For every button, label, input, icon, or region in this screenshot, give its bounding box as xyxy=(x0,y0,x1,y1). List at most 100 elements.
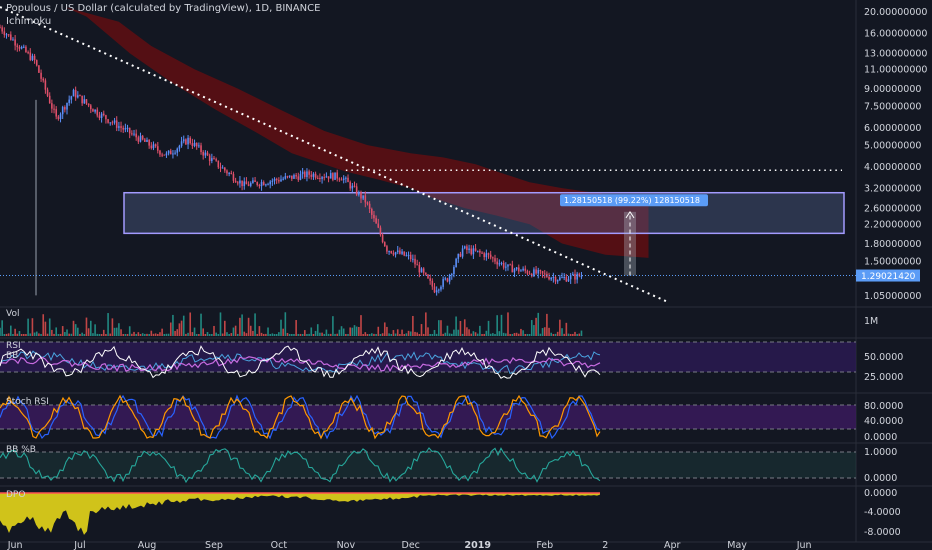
candle-body xyxy=(1,27,3,32)
volume-bar xyxy=(355,326,358,336)
candle-body xyxy=(312,173,315,177)
candle-body xyxy=(550,277,553,280)
volume-bar xyxy=(38,333,40,336)
candle-body xyxy=(254,180,256,182)
volume-bar xyxy=(580,330,583,336)
candle-body xyxy=(511,264,514,273)
volume-bar xyxy=(154,333,157,336)
candle-body xyxy=(517,267,520,272)
candle-body xyxy=(414,258,416,265)
volume-bar xyxy=(502,332,505,336)
candle-body xyxy=(370,209,373,215)
dpo-tick-label-2: -8.0000 xyxy=(864,527,901,538)
candle-body xyxy=(347,177,349,183)
time-tick-label-9: 2 xyxy=(602,540,608,550)
volume-bar xyxy=(485,330,488,336)
volume-bar xyxy=(338,329,341,336)
candle-body xyxy=(182,139,185,142)
price-tick-label-5: 7.50000000 xyxy=(864,102,921,113)
volume-bar xyxy=(295,320,297,336)
candle-body xyxy=(122,127,125,130)
candle-body xyxy=(515,267,518,270)
stoch-d-line xyxy=(0,394,601,440)
candle-body xyxy=(448,275,451,282)
candle-body xyxy=(507,264,509,267)
volume-bar xyxy=(31,318,34,336)
candle-body xyxy=(234,180,237,183)
volume-bar xyxy=(379,333,382,336)
candle-body xyxy=(405,255,408,257)
candle-body xyxy=(178,145,181,149)
volume-bar xyxy=(280,319,282,336)
candle-body xyxy=(576,273,578,280)
volume-bar xyxy=(299,333,302,336)
volume-bar xyxy=(206,331,209,336)
volume-bar xyxy=(323,333,326,336)
volume-bar xyxy=(479,325,481,336)
ichimoku-cloud xyxy=(64,7,649,258)
volume-bar xyxy=(515,332,518,336)
candle-body xyxy=(0,27,1,29)
candle-body xyxy=(368,203,371,210)
stoch-panel-label: Stoch RSI xyxy=(6,397,49,407)
candle-body xyxy=(85,99,88,104)
candle-body xyxy=(280,179,282,182)
candle-body xyxy=(323,177,326,179)
volume-bar xyxy=(435,333,438,336)
candle-body xyxy=(431,280,434,287)
volume-bar xyxy=(228,333,230,336)
candle-body xyxy=(329,173,332,179)
candle-body xyxy=(528,273,531,275)
candle-body xyxy=(206,152,209,156)
candle-body xyxy=(295,175,297,177)
volume-bar xyxy=(472,331,475,336)
candle-body xyxy=(89,105,92,110)
volume-bar xyxy=(342,328,345,336)
candle-body xyxy=(327,176,330,179)
measure-arrowhead xyxy=(625,210,635,219)
volume-bar xyxy=(260,332,263,336)
volume-bar xyxy=(64,332,66,336)
volume-bar xyxy=(496,315,498,336)
volume-bar xyxy=(0,327,1,336)
volume-bar xyxy=(282,328,284,336)
candle-body xyxy=(427,274,429,279)
volume-bar xyxy=(85,317,88,336)
volume-bar xyxy=(102,329,105,336)
candle-body xyxy=(494,258,496,262)
candle-body xyxy=(42,78,45,81)
candle-body xyxy=(14,39,16,46)
volume-bar xyxy=(461,333,464,336)
volume-bar xyxy=(517,333,520,336)
candle-body xyxy=(150,145,153,149)
candle-body xyxy=(375,218,377,224)
volume-bar xyxy=(492,333,494,336)
time-tick-label-3: Sep xyxy=(205,540,223,550)
volume-bar xyxy=(159,332,161,336)
candle-body xyxy=(107,119,109,123)
volume-bar xyxy=(77,327,79,336)
indicator-label: Ichimoku xyxy=(6,16,52,27)
price-tick-label-11: 2.20000000 xyxy=(864,220,921,231)
volume-bar xyxy=(559,319,561,336)
volume-bar xyxy=(373,333,375,336)
candle-body xyxy=(241,180,243,187)
volume-bar xyxy=(537,312,540,336)
candle-body xyxy=(111,122,114,124)
volume-bar xyxy=(284,312,287,336)
candle-body xyxy=(224,167,226,171)
candle-body xyxy=(321,177,323,179)
candle-body xyxy=(286,176,289,178)
volume-bar xyxy=(474,332,477,336)
volume-bar xyxy=(46,333,49,336)
price-tick-label-6: 6.00000000 xyxy=(864,123,921,134)
bbp-tick-label-0: 1.0000 xyxy=(864,447,897,458)
volume-bar xyxy=(429,333,431,336)
volume-bar xyxy=(40,333,42,336)
candle-body xyxy=(563,276,565,278)
volume-bar xyxy=(139,333,142,336)
volume-bar xyxy=(325,329,328,336)
candle-body xyxy=(396,250,399,253)
volume-bar xyxy=(407,330,410,336)
